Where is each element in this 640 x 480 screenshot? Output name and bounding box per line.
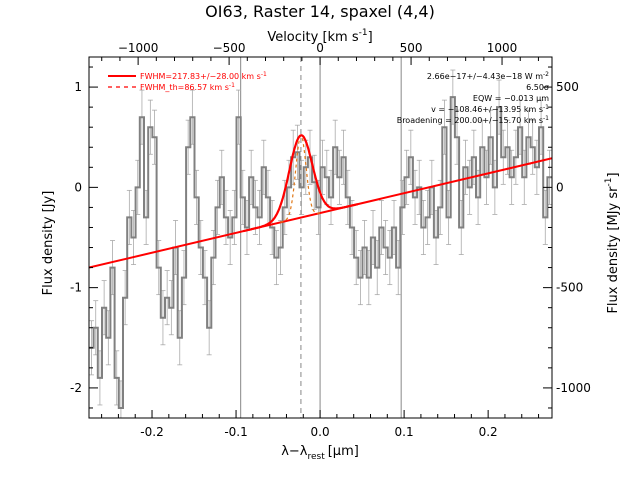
y2-axis-label-end: ] — [606, 172, 621, 177]
annotation-broadening: Broadening = 200.00+/−15.70 km s-1 — [397, 115, 549, 125]
x2-tick-label: 500 — [400, 41, 423, 55]
x-axis-label: λ−λrest [μm] — [281, 444, 359, 462]
legend-label-fwhm-th-sup: -1 — [229, 82, 235, 89]
annotation-velocity: v = −108.46+/−13.95 km s-1 — [431, 104, 549, 114]
chart-title: OI63, Raster 14, spaxel (4,4) — [205, 2, 435, 21]
fit-annotations: 2.66e−17+/−4.43e−18 W m-2 6.50σ EQW = −0… — [397, 71, 549, 125]
y2-tick-label: 0 — [556, 180, 564, 194]
y2-axis-label-exp: -1 — [604, 178, 614, 187]
velocity-axis-label-exp: -1 — [359, 28, 368, 38]
x2-tick-label: 1000 — [487, 41, 518, 55]
x-tick-label: -0.2 — [140, 425, 163, 439]
svg-text:Flux density [MJy sr-1]: Flux density [MJy sr-1] — [604, 172, 621, 313]
annotation-flux-sup: -2 — [543, 71, 549, 78]
velocity-axis-label-text: Velocity [km s — [267, 30, 359, 45]
y-tick-label: 0 — [74, 180, 82, 194]
y2-tick-label: 500 — [556, 80, 579, 94]
plot-area — [89, 57, 552, 418]
x-axis-label-sub: rest — [307, 452, 325, 462]
axes: -0.2 -0.1 0.0 0.1 0.2 1 0 -1 -2 500 0 -500 -1000 −100… — [70, 41, 591, 439]
annotation-flux: 2.66e−17+/−4.43e−18 W m-2 — [427, 71, 549, 81]
spectrum-step-line — [89, 96, 552, 409]
legend-label-fwhm-sup: -1 — [261, 71, 267, 78]
svg-text:λ−λrest[μm]: λ−λrest [μm] — [281, 444, 359, 462]
y-tick-label: 1 — [74, 80, 82, 94]
legend-label-fwhm: FWHM=217.83+/−28.00 km s-1 — [140, 71, 267, 81]
legend-label-fwhm-text: FWHM=217.83+/−28.00 km s — [140, 72, 261, 81]
legend-label-fwhm-th: FWHM_th=86.57 km s-1 — [140, 82, 235, 92]
annotation-eqw: EQW = −0.013 μm — [473, 94, 549, 103]
x-tick-label: 0.1 — [395, 425, 414, 439]
x2-tick-label: −1000 — [118, 41, 159, 55]
y2-tick-label: -500 — [556, 281, 583, 295]
y2-axis-label-text: Flux density [MJy sr — [606, 186, 621, 314]
x-axis-label-unit: [μm] — [328, 444, 359, 459]
x-tick-label: -0.1 — [224, 425, 247, 439]
y2-axis-label: Flux density [MJy sr-1] — [604, 172, 621, 313]
annotation-velocity-sup: -1 — [543, 104, 549, 111]
x-axis-label-text: λ−λ — [281, 444, 308, 459]
y-tick-label: -2 — [70, 381, 82, 395]
legend: FWHM=217.83+/−28.00 km s-1 FWHM_th=86.57… — [108, 71, 267, 92]
legend-label-fwhm-th-text: FWHM_th=86.57 km s — [140, 83, 229, 92]
plot-content — [89, 57, 552, 418]
annotation-broadening-sup: -1 — [543, 115, 549, 122]
y-tick-label: -1 — [70, 281, 82, 295]
svg-text:Velocity [km s-1]: Velocity [km s-1] — [267, 28, 372, 45]
y-axis-label: Flux density [Jy] — [41, 191, 56, 296]
annotation-velocity-text: v = −108.46+/−13.95 km s — [431, 105, 543, 114]
y2-tick-label: -1000 — [556, 381, 591, 395]
annotation-flux-text: 2.66e−17+/−4.43e−18 W m — [427, 72, 543, 81]
x-tick-label: 0.2 — [479, 425, 498, 439]
annotation-snr: 6.50σ — [526, 83, 549, 92]
annotation-broadening-text: Broadening = 200.00+/−15.70 km s — [397, 116, 543, 125]
gaussian-fit-curve — [243, 134, 358, 233]
x2-tick-label: −500 — [213, 41, 246, 55]
x-tick-label: 0.0 — [311, 425, 330, 439]
continuum-fit-line — [89, 157, 552, 269]
velocity-axis-label: Velocity [km s-1] — [267, 28, 372, 45]
velocity-axis-label-end: ] — [368, 30, 373, 45]
x2-tick-label: 0 — [316, 41, 324, 55]
